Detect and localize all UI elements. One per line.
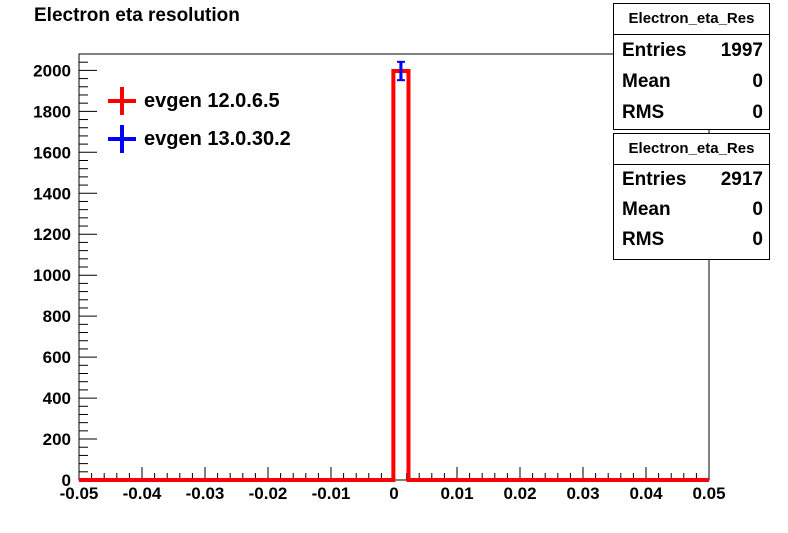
x-tick-label: 0.02 xyxy=(503,484,536,503)
stats-row-rms: RMS 0 xyxy=(614,97,769,128)
stats-box-title: Electron_eta_Res xyxy=(614,134,769,165)
y-tick-label: 1400 xyxy=(33,184,71,203)
stats-row-mean: Mean 0 xyxy=(614,195,769,225)
stats-value: 2917 xyxy=(720,169,763,190)
stats-row-entries: Entries 2917 xyxy=(614,165,769,195)
stats-box-title: Electron_eta_Res xyxy=(614,4,769,35)
stats-value: 0 xyxy=(752,71,763,92)
stats-value: 0 xyxy=(752,102,763,123)
stats-label: RMS xyxy=(622,102,665,123)
y-tick-label: 1200 xyxy=(33,225,71,244)
stats-label: Entries xyxy=(622,40,687,61)
y-tick-label: 200 xyxy=(43,430,71,449)
x-tick-label: 0.05 xyxy=(692,484,725,503)
y-tick-label: 600 xyxy=(43,348,71,367)
y-tick-label: 0 xyxy=(62,471,71,490)
legend-entry-2: evgen 13.0.30.2 xyxy=(108,124,291,154)
x-tick-label: -0.02 xyxy=(249,484,288,503)
y-tick-label: 2000 xyxy=(33,61,71,80)
x-tick-label: -0.03 xyxy=(186,484,225,503)
y-tick-label: 800 xyxy=(43,307,71,326)
stats-label: Mean xyxy=(622,71,671,92)
legend-label: evgen 12.0.6.5 xyxy=(144,89,280,112)
x-tick-label: 0.01 xyxy=(440,484,473,503)
stats-row-entries: Entries 1997 xyxy=(614,35,769,66)
y-tick-label: 1600 xyxy=(33,143,71,162)
legend-marker-blue-cross-icon xyxy=(108,125,136,153)
x-tick-label: 0.03 xyxy=(566,484,599,503)
stats-label: Mean xyxy=(622,199,671,220)
stats-value: 1997 xyxy=(720,40,763,61)
chart-title: Electron eta resolution xyxy=(34,5,240,26)
stats-label: RMS xyxy=(622,229,665,250)
y-tick-label: 1000 xyxy=(33,266,71,285)
stats-row-mean: Mean 0 xyxy=(614,66,769,97)
stats-row-rms: RMS 0 xyxy=(614,225,769,255)
stats-box-1: Electron_eta_Res Entries 1997 Mean 0 RMS… xyxy=(613,3,770,130)
legend-label: evgen 13.0.30.2 xyxy=(144,127,291,150)
stats-box-2: Electron_eta_Res Entries 2917 Mean 0 RMS… xyxy=(613,133,770,260)
stats-label: Entries xyxy=(622,169,687,190)
x-tick-label: -0.04 xyxy=(123,484,162,503)
stats-value: 0 xyxy=(752,199,763,220)
legend-entry-1: evgen 12.0.6.5 xyxy=(108,86,280,116)
y-tick-label: 1800 xyxy=(33,102,71,121)
x-tick-label: 0.04 xyxy=(629,484,663,503)
x-tick-label: 0 xyxy=(389,484,398,503)
y-tick-label: 400 xyxy=(43,389,71,408)
stats-value: 0 xyxy=(752,229,763,250)
x-tick-label: -0.05 xyxy=(60,484,99,503)
legend-marker-red-cross-icon xyxy=(108,87,136,115)
x-tick-label: -0.01 xyxy=(312,484,351,503)
